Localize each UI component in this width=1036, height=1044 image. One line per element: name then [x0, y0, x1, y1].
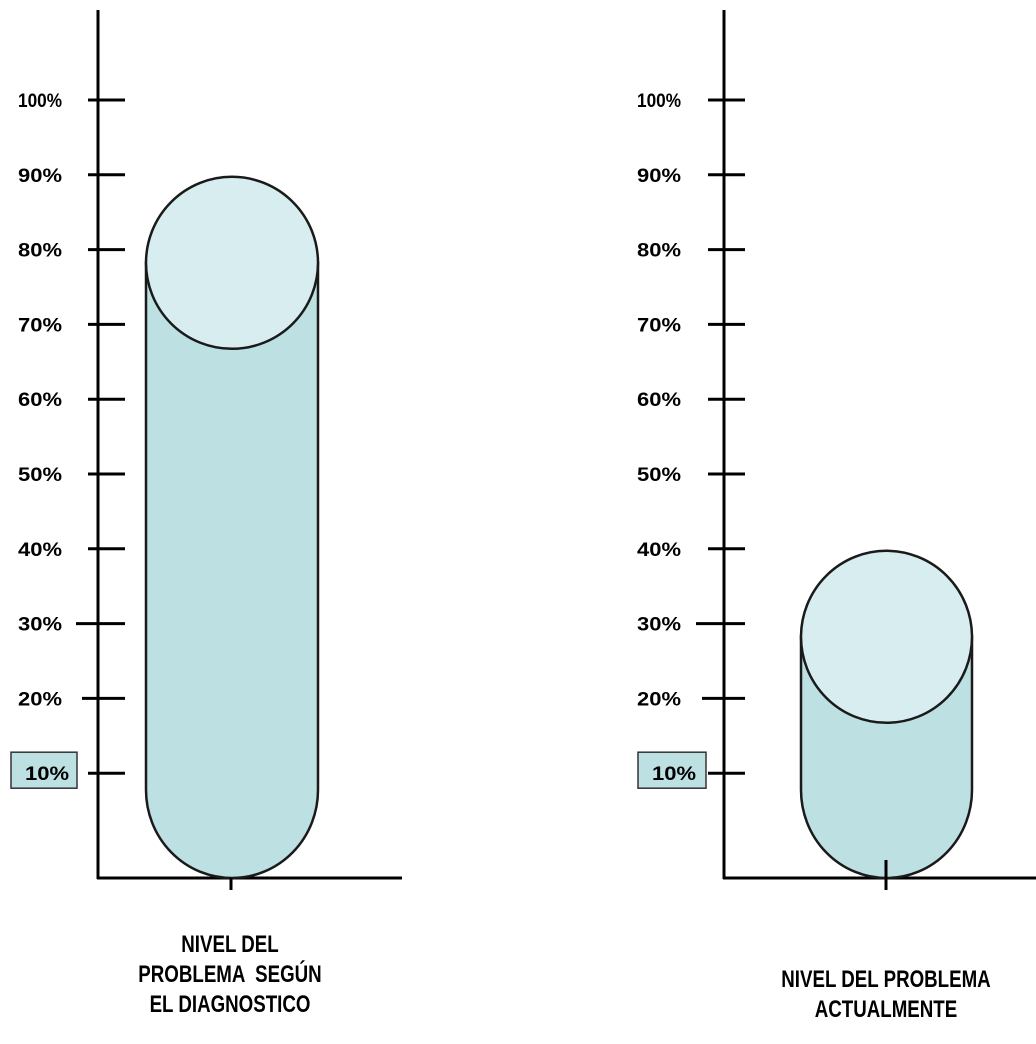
x-label-line: NIVEL DEL PROBLEMA [781, 966, 991, 993]
chart-diagnostico: 10% 20% 30% 40% 50% 60% 70% 80% 90% 100% [10, 10, 402, 890]
y-tick-label: 50% [18, 465, 62, 486]
highlight-tick-box [637, 751, 707, 789]
y-tick-label: 60% [18, 390, 62, 411]
x-label-line: PROBLEMA SEGÚN [138, 961, 322, 988]
x-axis-label-diagnostico: NIVEL DEL PROBLEMA SEGÚN EL DIAGNOSTICO [121, 930, 339, 1020]
y-tick-label: 80% [18, 241, 62, 262]
y-tick-label: 70% [637, 315, 681, 336]
x-label-line: EL DIAGNOSTICO [149, 991, 311, 1018]
cylinder-bar-top [144, 175, 320, 351]
highlight-tick-box [10, 751, 78, 789]
y-tick-label: 30% [18, 615, 62, 636]
cylinder-bar-top [799, 549, 974, 725]
y-tick-label: 20% [18, 689, 62, 710]
y-tick-label: 100% [637, 91, 681, 112]
y-tick-label: 10% [652, 764, 696, 785]
y-tick-label: 70% [18, 315, 62, 336]
y-tick-label: 10% [25, 764, 69, 785]
y-tick-label: 90% [18, 166, 62, 187]
y-tick-label: 100% [18, 91, 62, 112]
y-tick-label: 20% [637, 689, 681, 710]
x-axis-label-actualmente: NIVEL DEL PROBLEMA ACTUALMENTE [769, 965, 1003, 1025]
y-tick-label: 50% [637, 465, 681, 486]
x-label-line: NIVEL DEL [181, 931, 279, 958]
y-tick-label: 30% [637, 615, 681, 636]
y-tick-label: 40% [637, 540, 681, 561]
cylinder-bar-body [144, 261, 320, 880]
chart-actualmente: 10% 20% 30% 40% 50% 60% 70% 80% 90% 100% [637, 10, 1036, 890]
y-tick-label: 80% [637, 241, 681, 262]
x-label-line: ACTUALMENTE [814, 996, 958, 1023]
y-tick-label: 40% [18, 540, 62, 561]
y-tick-label: 90% [637, 166, 681, 187]
y-tick-label: 60% [637, 390, 681, 411]
